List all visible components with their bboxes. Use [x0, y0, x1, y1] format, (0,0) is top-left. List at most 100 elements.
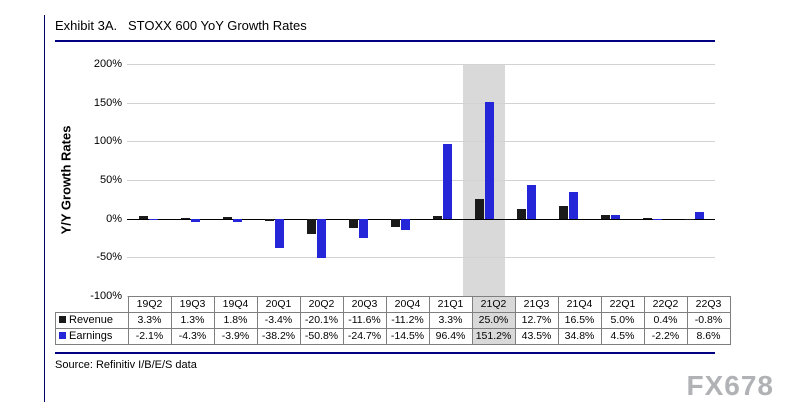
table-header-row: 19Q2 19Q3 19Q4 20Q1 20Q2 20Q3 20Q4 21Q1 21Q2 21Q3…: [56, 296, 731, 313]
series-legend-cell: Revenue: [55, 312, 129, 329]
table-value-cell: 151.2%: [471, 328, 516, 345]
bar-earnings-20q2: [316, 218, 326, 258]
left-border-rule: [44, 15, 45, 402]
table-header-cell: 20Q1: [256, 296, 301, 313]
table-value-cell: 3.3%: [428, 312, 473, 329]
table-value-cell: 16.5%: [557, 312, 602, 329]
y-tick-label: 200%: [93, 58, 122, 70]
bar-earnings-21q2: [484, 101, 494, 219]
table-header-cell: 22Q3: [686, 296, 731, 313]
table-value-cell: 34.8%: [557, 328, 602, 345]
table-header-cell: 19Q3: [170, 296, 215, 313]
table-value-cell: 43.5%: [514, 328, 559, 345]
bar-revenue-22q2: [642, 218, 652, 220]
bar-earnings-21q1: [442, 144, 452, 219]
chart-title: Exhibit 3A. STOXX 600 YoY Growth Rates: [55, 18, 307, 33]
table-value-cell: -0.8%: [686, 312, 731, 329]
table-value-cell: -3.4%: [256, 312, 301, 329]
bar-revenue-20q4: [390, 218, 400, 228]
earnings-legend-swatch-icon: [59, 331, 66, 339]
bar-earnings-22q1: [610, 215, 620, 219]
table-value-cell: 4.5%: [600, 328, 645, 345]
table-value-cell: -11.2%: [385, 312, 430, 329]
table-value-cell: -20.1%: [299, 312, 344, 329]
table-header-cell: 21Q3: [514, 296, 559, 313]
table-value-cell: 1.3%: [170, 312, 215, 329]
bar-revenue-22q1: [600, 214, 610, 219]
table-header-cell: 20Q4: [385, 296, 430, 313]
series-name: Earnings: [69, 330, 113, 342]
bar-chart-plot-area: [127, 64, 715, 297]
table-value-cell: 0.4%: [643, 312, 688, 329]
gridline: [127, 180, 715, 181]
bar-revenue-20q1: [264, 218, 274, 222]
y-tick-label: -100%: [90, 290, 122, 302]
bar-earnings-19q4: [232, 218, 242, 222]
bar-revenue-21q3: [516, 208, 526, 219]
table-value-cell: 8.6%: [686, 328, 731, 345]
table-header-cell: 19Q2: [127, 296, 172, 313]
table-value-cell: -38.2%: [256, 328, 301, 345]
y-tick-label: 150%: [93, 96, 122, 109]
gridline: [127, 257, 715, 259]
table-header-cell: 19Q4: [213, 296, 258, 313]
source-text: Source: Refinitiv I/B/E/S data: [55, 359, 197, 371]
y-tick-label: -50%: [96, 251, 122, 264]
table-value-cell: -24.7%: [342, 328, 387, 345]
table-value-cell: 25.0%: [471, 312, 516, 329]
zero-axis-line: [127, 218, 715, 220]
bar-revenue-19q4: [222, 217, 232, 219]
gridline: [127, 64, 715, 65]
bar-revenue-21q4: [558, 205, 568, 219]
bar-revenue-19q3: [180, 217, 190, 219]
bar-earnings-20q4: [400, 218, 410, 230]
table-value-cell: -50.8%: [299, 328, 344, 345]
table-value-cell: -14.5%: [385, 328, 430, 345]
gridline: [127, 102, 715, 104]
table-corner-cell: [56, 297, 129, 313]
table-value-cell: -11.6%: [342, 312, 387, 329]
bar-earnings-22q2: [652, 218, 662, 221]
bar-earnings-20q3: [358, 218, 368, 238]
revenue-legend-swatch-icon: [59, 315, 66, 323]
y-tick-label: 100%: [93, 135, 122, 148]
table-header-cell: 21Q4: [557, 296, 602, 313]
table-value-cell: -2.2%: [643, 328, 688, 345]
bar-revenue-22q3: [684, 218, 694, 220]
table-value-cell: -2.1%: [127, 328, 172, 345]
bar-earnings-21q4: [568, 191, 578, 219]
table-row-earnings: Earnings -2.1% -4.3% -3.9% -38.2% -50.8% -24.7…: [55, 328, 731, 345]
gridline: [127, 141, 715, 143]
table-header-cell: 21Q1: [428, 296, 473, 313]
table-value-cell: 12.7%: [514, 312, 559, 329]
chart-data-table: 19Q2 19Q3 19Q4 20Q1 20Q2 20Q3 20Q4 21Q1 21Q2 21Q3…: [55, 296, 731, 345]
table-header-cell: 21Q2: [471, 296, 516, 313]
table-header-cell: 22Q1: [600, 296, 645, 313]
bar-earnings-20q1: [274, 218, 284, 249]
bar-earnings-19q2: [148, 218, 158, 221]
series-name: Revenue: [69, 314, 114, 326]
watermark-text: FX678: [686, 370, 774, 401]
table-header-cell: 20Q2: [299, 296, 344, 313]
title-divider-rule: [55, 40, 715, 42]
bar-earnings-21q3: [526, 185, 536, 219]
source-divider-rule: [55, 352, 715, 354]
table-value-cell: -4.3%: [170, 328, 215, 345]
bar-revenue-20q2: [306, 218, 316, 235]
table-value-cell: 1.8%: [213, 312, 258, 329]
table-header-cell: 22Q2: [643, 296, 688, 313]
table-value-cell: 3.3%: [127, 312, 172, 329]
y-tick-label: 0%: [106, 212, 122, 225]
bar-revenue-20q3: [348, 218, 358, 228]
table-value-cell: -3.9%: [213, 328, 258, 345]
table-header-cell: 20Q3: [342, 296, 387, 313]
bar-revenue-19q2: [138, 216, 148, 219]
bar-earnings-22q3: [694, 212, 704, 219]
table-value-cell: 5.0%: [600, 312, 645, 329]
series-legend-cell: Earnings: [55, 328, 129, 345]
y-tick-label: 50%: [99, 174, 122, 186]
table-row-revenue: Revenue 3.3% 1.3% 1.8% -3.4% -20.1% -11.6% -11.…: [55, 312, 731, 329]
bar-revenue-21q1: [432, 216, 442, 219]
table-value-cell: 96.4%: [428, 328, 473, 345]
bar-earnings-19q3: [190, 218, 200, 222]
